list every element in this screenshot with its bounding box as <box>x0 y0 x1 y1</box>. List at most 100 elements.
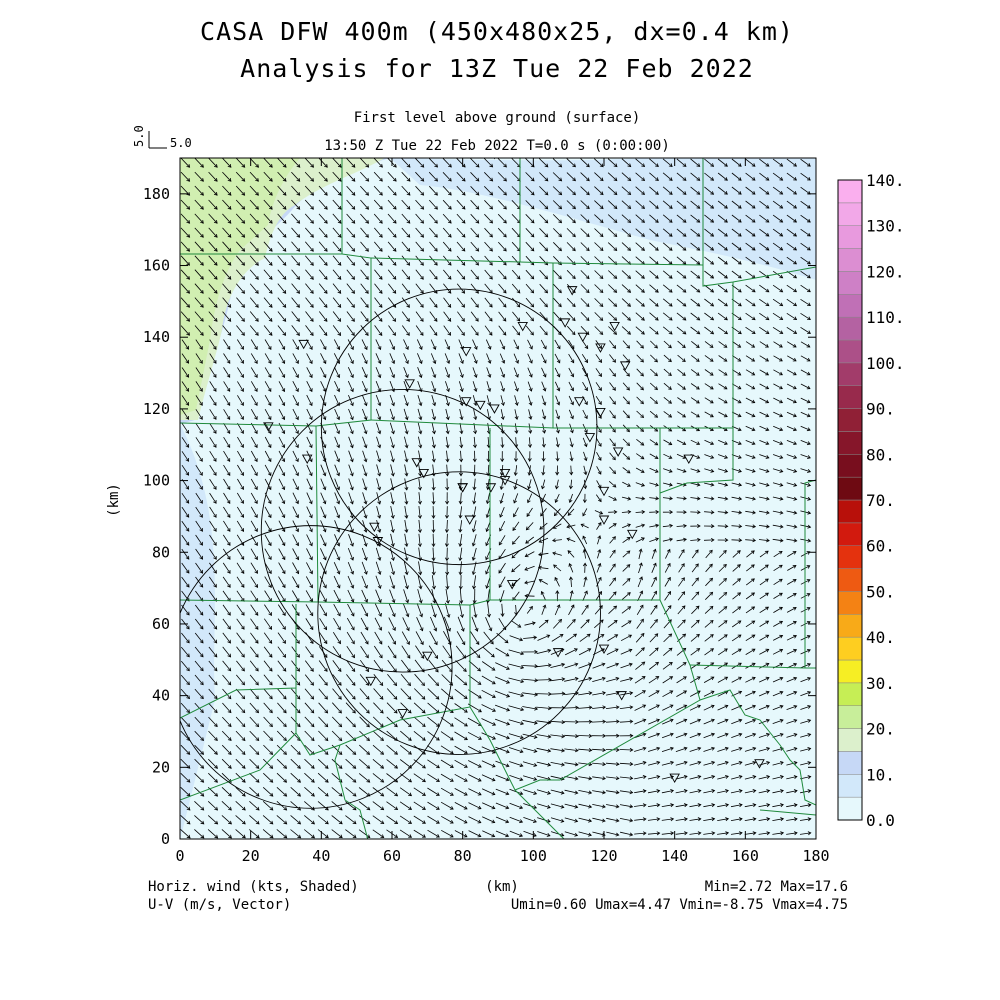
wind-vector <box>346 199 356 210</box>
wind-vector <box>403 575 408 589</box>
wind-vector-head <box>588 676 593 681</box>
wind-vector-head <box>459 388 464 393</box>
wind-vector-head <box>323 640 328 645</box>
wind-vector <box>508 691 524 697</box>
wind-vector <box>608 605 617 614</box>
wind-vector <box>690 662 701 670</box>
wind-vector <box>621 242 631 251</box>
wind-vector-head <box>337 640 341 645</box>
wind-vector-head <box>473 614 478 619</box>
wind-vector-head <box>268 681 273 686</box>
wind-vector-head <box>377 416 382 421</box>
wind-vector-head <box>323 220 328 224</box>
colorbar-swatch <box>837 271 863 295</box>
wind-vector <box>564 734 579 737</box>
wind-vector-head <box>613 605 618 610</box>
wind-vector-head <box>431 543 436 548</box>
wind-vector <box>759 634 769 641</box>
wind-vector <box>291 171 300 182</box>
wind-vector <box>277 158 287 168</box>
wind-vector-head <box>525 540 530 544</box>
wind-vector <box>389 561 395 575</box>
wind-vector-head <box>502 261 507 266</box>
wind-vector <box>675 733 687 739</box>
wind-vector-head <box>393 163 397 168</box>
wind-vector <box>372 801 384 811</box>
wind-vector-head <box>404 585 409 590</box>
wind-vector-head <box>324 751 329 755</box>
wind-vector <box>222 158 232 168</box>
wind-vector <box>303 829 315 839</box>
wind-vector <box>250 395 258 406</box>
wind-vector-head <box>572 233 576 238</box>
wind-vector <box>662 497 673 500</box>
wind-vector-head <box>255 681 259 686</box>
wind-vector-head <box>349 500 354 505</box>
wind-vector-head <box>792 385 797 390</box>
wind-vector-head <box>696 163 701 167</box>
wind-vector-head <box>724 163 728 167</box>
wind-vector <box>675 775 688 780</box>
wind-vector <box>704 497 714 500</box>
wind-vector-head <box>310 737 315 742</box>
wind-vector-head <box>363 556 368 561</box>
wind-vector-head <box>724 260 728 265</box>
wind-vector <box>401 255 410 266</box>
wind-vector-head <box>296 164 301 168</box>
wind-vector-head <box>227 751 232 755</box>
wind-vector-head <box>419 332 424 336</box>
wind-vector-head <box>574 762 579 767</box>
wind-vector <box>647 832 660 835</box>
wind-vector-head <box>695 399 700 404</box>
wind-vector-head <box>282 206 287 210</box>
wind-vector <box>786 397 797 403</box>
wind-vector-head <box>310 177 315 182</box>
wind-vector-head <box>463 764 468 768</box>
wind-vector <box>500 395 504 406</box>
wind-vector <box>263 269 273 280</box>
wind-vector <box>552 186 562 195</box>
wind-vector <box>800 158 811 167</box>
wind-vector <box>677 383 686 390</box>
wind-vector-head <box>640 372 644 377</box>
wind-vector-head <box>530 289 535 294</box>
wind-vector <box>745 578 755 586</box>
wind-vector <box>786 158 797 167</box>
wind-vector <box>222 562 231 574</box>
wind-vector <box>676 200 687 209</box>
wind-vector-head <box>241 806 246 811</box>
wind-vector-head <box>200 178 204 182</box>
wind-vector-head <box>444 515 450 519</box>
wind-vector <box>596 452 602 461</box>
wind-vector <box>800 341 811 348</box>
wind-vector <box>525 172 535 182</box>
wind-vector <box>333 589 341 602</box>
wind-vector <box>180 815 191 825</box>
wind-vector-head <box>655 537 660 542</box>
wind-vector-head <box>807 483 812 487</box>
wind-vector <box>334 422 340 434</box>
wind-vector-head <box>228 806 232 811</box>
wind-vector-head <box>682 177 687 181</box>
wind-vector-head <box>668 247 673 251</box>
wind-vector <box>523 636 537 639</box>
wind-vector <box>745 592 755 600</box>
wind-vector-head <box>308 416 313 421</box>
wind-vector <box>306 478 313 490</box>
wind-vector-head <box>323 626 327 631</box>
x-tick-label: 20 <box>242 847 260 865</box>
wind-vector <box>360 158 369 168</box>
wind-vector <box>401 213 411 224</box>
wind-vector <box>472 395 477 406</box>
wind-vector-head <box>474 627 479 632</box>
wind-vector <box>291 269 300 280</box>
wind-vector <box>291 199 300 210</box>
wind-vector <box>745 691 756 697</box>
wind-vector <box>481 732 496 740</box>
wind-vector <box>389 367 395 378</box>
wind-vector <box>661 761 674 766</box>
wind-vector-head <box>696 468 701 473</box>
wind-vector-head <box>654 482 659 487</box>
wind-vector <box>180 311 190 322</box>
wind-vector <box>635 497 645 500</box>
